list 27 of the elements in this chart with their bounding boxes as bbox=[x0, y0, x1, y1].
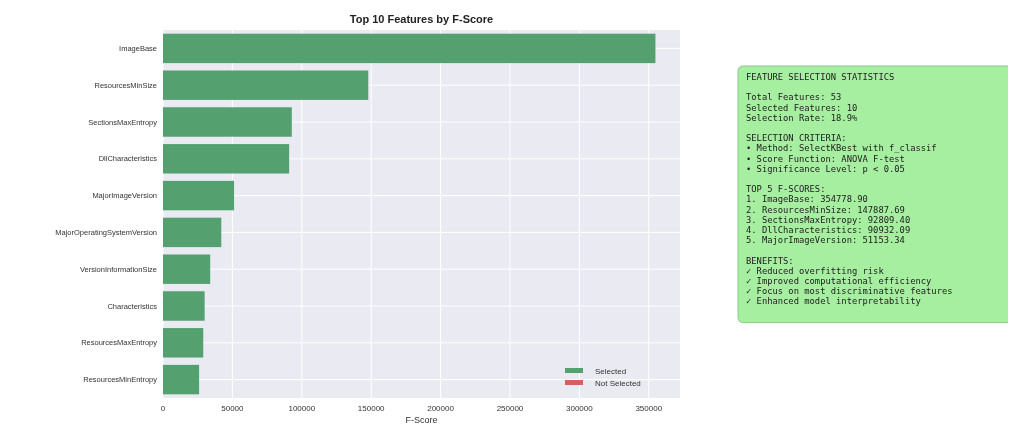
bar bbox=[163, 144, 290, 174]
legend-label: Not Selected bbox=[595, 378, 641, 388]
x-axis-title: F-Score bbox=[405, 415, 438, 425]
bar bbox=[163, 217, 222, 248]
bar bbox=[163, 33, 656, 64]
x-tick-label: 200000 bbox=[427, 404, 455, 413]
x-tick-label: 0 bbox=[160, 404, 166, 413]
legend-label: Selected bbox=[595, 366, 627, 376]
text: SELECTION CRITERIA: • Method: SelectKBest with f_classif • Score Function: ANOVA F-test • Significance Level: p < 0.05 bbox=[746, 133, 937, 174]
x-tick-label: 100000 bbox=[288, 404, 316, 413]
text: FEATURE SELECTION STATISTICS bbox=[746, 72, 895, 82]
chart-title: Top 10 Features by F-Score bbox=[349, 13, 494, 25]
text: TOP 5 F-SCORES: 1. ImageBase: 354778.90 2. ResourcesMinSize: 147887.69 3. SectionsMaxEntropy: 92809.40 4. DllCharacteristics: 90932.09 5. MajorImageVersion: 51153.34 bbox=[746, 184, 911, 246]
bar bbox=[163, 328, 204, 358]
x-tick-label: 250000 bbox=[496, 404, 524, 413]
text: Total Features: 53 Selected Features: 10 Selection Rate: 18.9% bbox=[746, 92, 858, 123]
bar bbox=[163, 364, 200, 395]
x-tick-label: 350000 bbox=[635, 404, 663, 413]
bar bbox=[163, 291, 205, 321]
bar bbox=[163, 70, 369, 100]
x-tick-label: 50000 bbox=[221, 404, 245, 413]
bar bbox=[163, 107, 292, 137]
bar bbox=[163, 254, 211, 284]
bar bbox=[163, 180, 235, 211]
text: BENEFITS: ✓ Reduced overfitting risk ✓ Improved computational efficiency ✓ Focus on most discriminative features ✓ Enhanced model interpretability bbox=[746, 255, 953, 307]
x-tick-label: 300000 bbox=[566, 404, 594, 413]
x-tick-label: 150000 bbox=[357, 404, 386, 413]
